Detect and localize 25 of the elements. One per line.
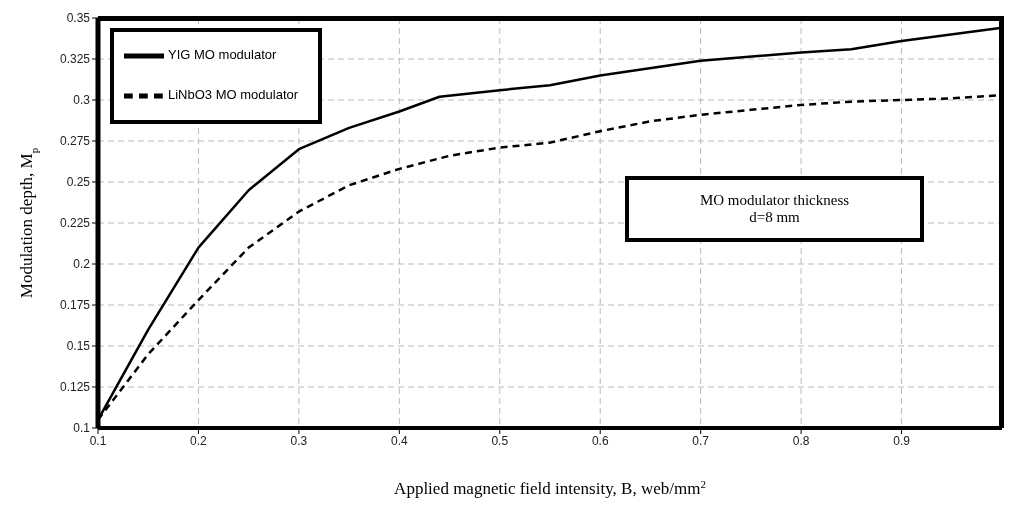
- y-tick-label: 0.275: [59, 134, 91, 149]
- y-tick-label: 0.3: [73, 93, 91, 108]
- legend-label: YIG MO modulator: [168, 47, 277, 63]
- x-tick-label: 0.4: [390, 433, 408, 448]
- x-tick-label: 0.2: [190, 433, 208, 448]
- y-tick-label: 0.225: [59, 216, 91, 231]
- x-axis-title: Applied magnetic field intensity, B, web/mm$^{2}$: [394, 478, 706, 498]
- x-tick-label: 0.9: [893, 433, 911, 448]
- x-tick-label: 0.5: [491, 433, 509, 448]
- note-box: MO modulator thickness d=8 mm: [625, 176, 924, 242]
- legend-label: LiNbO3 MO modulator: [168, 87, 299, 103]
- y-tick-label: 0.35: [66, 11, 91, 26]
- x-tick-label: 0.3: [290, 433, 308, 448]
- annotation: MO modulator thickness d=8 mm: [698, 192, 851, 226]
- y-tick-label: 0.325: [59, 52, 91, 67]
- y-tick-label: 0.1: [73, 421, 91, 436]
- x-tick-label: 0.6: [591, 433, 609, 448]
- y-tick-label: 0.25: [66, 175, 91, 190]
- y-tick-label: 0.2: [73, 257, 91, 272]
- x-tick-label: 0.7: [692, 433, 710, 448]
- x-tick-label: 0.8: [792, 433, 810, 448]
- y-tick-label: 0.125: [59, 380, 91, 395]
- y-tick-label: 0.175: [59, 298, 91, 313]
- y-tick-label: 0.15: [66, 339, 91, 354]
- x-tick-label: 0.1: [89, 433, 107, 448]
